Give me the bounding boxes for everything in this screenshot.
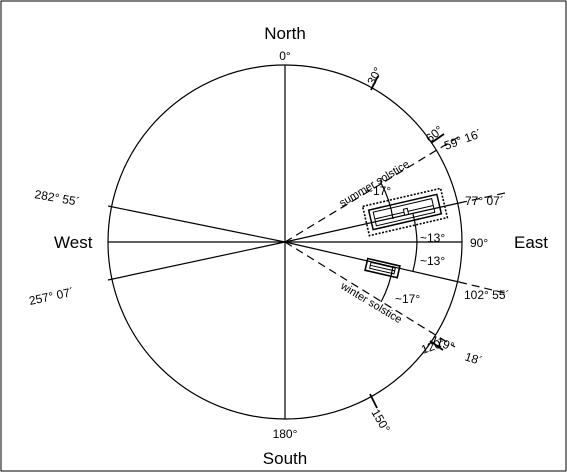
label-30: 30° xyxy=(364,65,385,88)
summer-temple xyxy=(361,187,449,237)
label-77-07: 77° 07´ xyxy=(465,194,504,208)
label-282-55: 282° 55´ xyxy=(33,187,80,209)
label-90: 90° xyxy=(470,236,488,250)
line-102 xyxy=(284,241,460,283)
label-257-07: 257° 07´ xyxy=(28,285,75,308)
tick-150 xyxy=(369,393,378,409)
arc-17-top xyxy=(380,182,394,220)
label-west: West xyxy=(54,233,93,252)
ext-77 xyxy=(458,192,506,204)
tick-120 xyxy=(429,340,444,351)
ext-102 xyxy=(458,281,506,294)
label-0: 0° xyxy=(279,49,291,63)
line-257 xyxy=(107,241,286,281)
tick-30 xyxy=(370,75,379,91)
label-120-18: 18´ xyxy=(463,350,484,369)
label-angle-13-bottom: ~13° xyxy=(420,254,445,268)
label-north: North xyxy=(264,24,306,43)
label-winter-solstice: winter solstice xyxy=(338,280,404,326)
label-150: 150° xyxy=(368,407,393,436)
label-angle-13-top: ~13° xyxy=(420,231,445,245)
label-angle-17-bottom: ~17° xyxy=(395,292,420,306)
arc-13-bottom xyxy=(412,241,418,272)
label-summer-solstice: summer solstice xyxy=(337,158,411,209)
label-south: South xyxy=(263,449,307,468)
label-angle-17-top: ~17° xyxy=(366,184,391,198)
label-59-16: 59° 16´ xyxy=(442,126,483,152)
winter-solstice-line xyxy=(284,241,456,348)
label-180: 180° xyxy=(273,427,298,441)
arc-13-top xyxy=(412,213,418,243)
winter-temple xyxy=(364,257,401,279)
label-102-55: 102° 55´ xyxy=(464,288,510,302)
line-282 xyxy=(107,205,286,243)
tick-60 xyxy=(430,133,445,144)
summer-solstice-line xyxy=(284,135,461,243)
label-east: East xyxy=(514,233,548,252)
